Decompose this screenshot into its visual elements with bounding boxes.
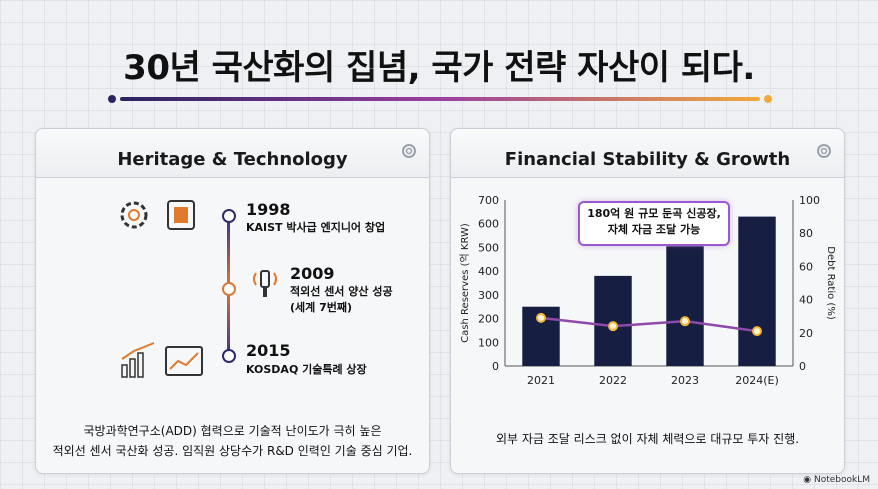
timeline-year-1998: 1998	[246, 200, 291, 219]
title-gradient-bar	[108, 95, 772, 103]
x-tick-label: 2023	[671, 374, 699, 387]
y-tick-label: 700	[478, 194, 499, 207]
gear-icon	[402, 144, 416, 158]
financial-description: 외부 자금 조달 리스크 없이 자체 체력으로 대규모 투자 진행.	[495, 432, 800, 446]
timeline-year-2009: 2009	[290, 264, 335, 283]
debt-ratio-point-2021	[536, 312, 546, 323]
heritage-panel: Heritage & Technology 1998 KAIST 박사급 엔지니…	[35, 128, 430, 474]
timeline-node-2009	[222, 282, 236, 296]
x-tick-label: 2024(E)	[735, 374, 779, 387]
y-axis-label: Cash Reserves (억 KRW)	[459, 223, 471, 343]
heritage-description-line1: 국방과학연구소(ADD) 협력으로 기술적 난이도가 극히 높은	[83, 424, 382, 438]
bar-cash-2022	[594, 275, 632, 366]
timeline-year-2015: 2015	[246, 341, 291, 360]
growth-chart-icon	[121, 342, 203, 378]
y-tick-label: 0	[492, 360, 499, 373]
x-tick-label: 2021	[527, 374, 555, 387]
heritage-panel-title: Heritage & Technology	[117, 149, 348, 170]
heritage-description: 국방과학연구소(ADD) 협력으로 기술적 난이도가 극히 높은 적외선 센서 …	[36, 421, 429, 461]
callout-box: 180억 원 규모 둔곡 신공장, 자체 자금 조달 가능	[578, 201, 730, 246]
financial-panel-header: Financial Stability & Growth	[451, 129, 844, 178]
debt-ratio-point-2022	[608, 321, 618, 332]
y-tick-label: 200	[478, 313, 499, 326]
debt-ratio-point-2023	[680, 316, 690, 327]
callout-line1: 180억 원 규모 둔곡 신공장,	[587, 207, 721, 220]
y2-tick-label: 20	[799, 327, 813, 340]
debt-ratio-line	[540, 316, 758, 333]
y2-tick-label: 80	[799, 227, 813, 240]
branding-text: NotebookLM	[813, 475, 870, 485]
branding-label: ◉ NotebookLM	[803, 475, 870, 485]
debt-ratio-point-2024(E)	[752, 326, 762, 337]
gear-icon	[817, 144, 831, 158]
y-tick-label: 300	[478, 289, 499, 302]
timeline-event-1998: KAIST 박사급 엔지니어 창업	[246, 221, 386, 234]
y-tick-label: 400	[478, 265, 499, 278]
y2-axis-label: Debt Ratio (%)	[825, 246, 836, 320]
timeline-node-1998	[222, 209, 236, 223]
gear-chip-icon	[120, 200, 195, 230]
timeline-event-2015: KOSDAQ 기술특례 상장	[246, 363, 367, 376]
y2-tick-label: 0	[799, 360, 806, 373]
y-tick-label: 500	[478, 241, 499, 254]
financial-panel-title: Financial Stability & Growth	[504, 149, 791, 170]
financial-chart: 0 100 200 300 400 500 600 700 0 20 40 60 80 100 Cash R…	[459, 194, 836, 387]
y2-tick-label: 100	[799, 194, 820, 207]
y-tick-label: 100	[478, 336, 499, 349]
notebook-icon: ◉	[803, 475, 814, 485]
timeline-event-2009-line1: 적외선 센서 양산 성공	[290, 285, 393, 298]
heritage-description-line2: 적외선 센서 국산화 성공. 임직원 상당수가 R&D 인력인 기술 중심 기업…	[52, 444, 413, 458]
heritage-panel-header: Heritage & Technology	[36, 129, 429, 178]
x-tick-label: 2022	[599, 374, 627, 387]
y2-tick-label: 40	[799, 294, 813, 307]
bar-cash-2024(E)	[738, 216, 776, 366]
y2-tick-label: 60	[799, 260, 813, 273]
y-tick-label: 600	[478, 218, 499, 231]
bar-cash-2023	[666, 246, 704, 366]
sensor-icon	[253, 270, 277, 297]
timeline-event-2009-line2: (세계 7번째)	[290, 301, 353, 314]
callout-line2: 자체 자금 조달 가능	[607, 223, 701, 236]
financial-panel: Financial Stability & Growth 외부 자금 조달 리스…	[450, 128, 845, 474]
page-title: 30년 국산화의 집념, 국가 전략 자산이 되다.	[123, 48, 755, 88]
timeline-node-2015	[222, 349, 236, 363]
